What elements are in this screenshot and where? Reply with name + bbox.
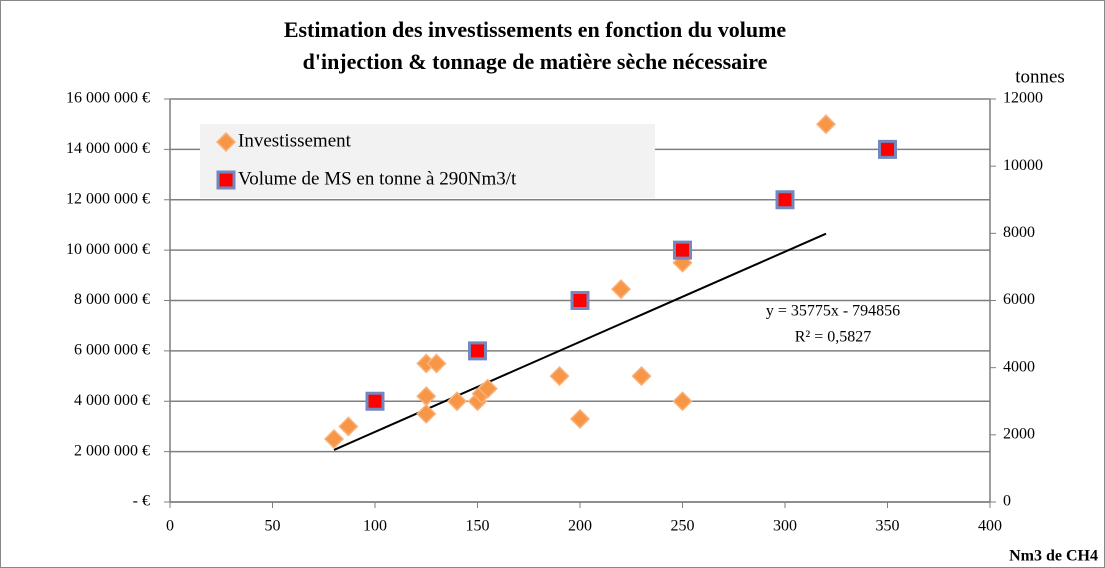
diamond-marker <box>426 353 447 374</box>
y2-tick-label: 8000 <box>1003 224 1035 241</box>
y2-tick-label: 0 <box>1003 493 1011 510</box>
diamond-marker <box>416 403 437 424</box>
diamond-marker <box>610 279 632 300</box>
y-tick-label: 10 000 000 € <box>66 241 150 258</box>
x-tick-label: 50 <box>265 518 281 535</box>
diamond-marker <box>323 428 345 450</box>
square-marker <box>365 391 385 411</box>
y2-tick-label: 4000 <box>1003 358 1035 375</box>
chart-title: d'injection & tonnage de matière sèche n… <box>303 49 768 74</box>
y2-tick-label: 10000 <box>1003 157 1043 174</box>
square-marker <box>216 170 236 190</box>
diamond-marker <box>631 366 652 387</box>
y-tick-label: 8 000 000 € <box>74 291 150 308</box>
square-marker <box>878 139 897 159</box>
x-tick-label: 100 <box>363 518 387 535</box>
diamond-marker <box>672 391 693 412</box>
x-tick-label: 200 <box>568 518 592 535</box>
diamond-marker <box>215 131 237 153</box>
diamond-marker <box>477 378 498 399</box>
square-marker <box>775 190 795 210</box>
y-tick-label: - € <box>133 493 150 510</box>
legend-box <box>200 124 655 198</box>
trendline <box>333 232 827 451</box>
y-tick-label: 14 000 000 € <box>66 140 150 157</box>
trendline-annotation: R² = 0,5827 <box>795 329 872 346</box>
legend-label: Volume de MS en tonne à 290Nm3/t <box>238 168 517 189</box>
x-axis-label: Nm3 de CH4 <box>1009 548 1098 565</box>
y2-tick-label: 2000 <box>1003 426 1035 443</box>
y2-axis-label: tonnes <box>1015 66 1065 87</box>
diamond-marker <box>549 366 570 387</box>
diamond-marker <box>815 114 837 135</box>
y-tick-label: 16 000 000 € <box>66 90 150 107</box>
square-marker <box>468 341 487 361</box>
y-tick-label: 12 000 000 € <box>66 190 150 207</box>
trendline-annotation: y = 35775x - 794856 <box>766 303 900 320</box>
y2-tick-label: 6000 <box>1003 291 1035 308</box>
y-tick-label: 6 000 000 € <box>74 342 150 359</box>
y-tick-label: 2 000 000 € <box>74 442 150 459</box>
chart-title: Estimation des investissements en foncti… <box>284 17 787 42</box>
x-tick-label: 250 <box>671 518 695 535</box>
square-marker <box>673 240 692 260</box>
x-tick-label: 300 <box>773 518 797 535</box>
y2-tick-label: 12000 <box>1003 90 1043 107</box>
y-tick-label: 4 000 000 € <box>74 392 150 409</box>
diamond-marker <box>338 416 359 437</box>
x-tick-label: 350 <box>876 518 900 535</box>
diamond-marker <box>569 408 591 429</box>
x-tick-label: 400 <box>978 518 1002 535</box>
legend-label: Investissement <box>238 130 352 151</box>
x-tick-label: 0 <box>166 518 174 535</box>
diamond-marker <box>446 391 468 412</box>
x-tick-label: 150 <box>466 518 490 535</box>
square-marker <box>570 291 590 310</box>
